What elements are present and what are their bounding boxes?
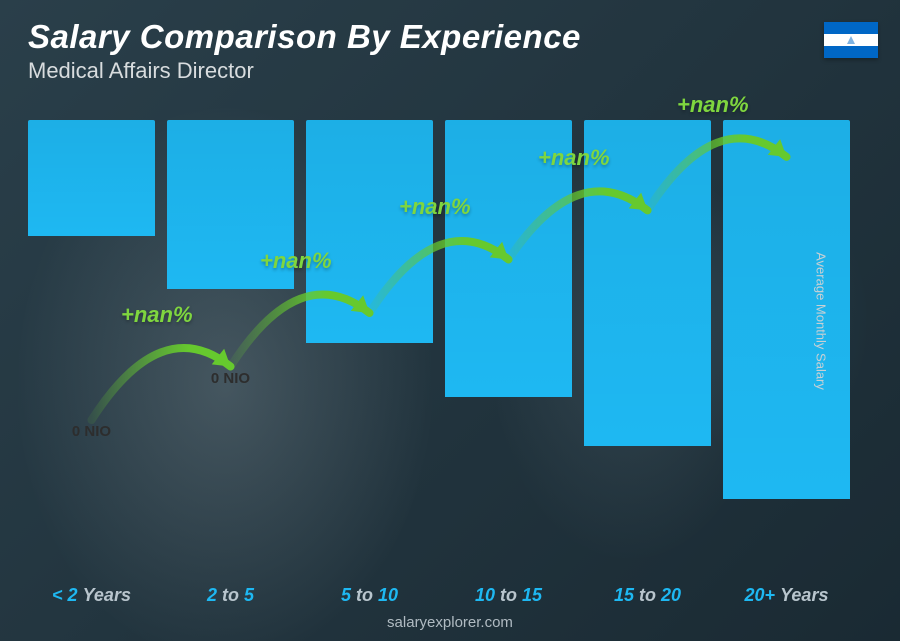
flag-stripe-top — [824, 22, 878, 34]
flag-stripe-bottom — [824, 46, 878, 58]
growth-arc-label: +nan% — [121, 302, 193, 328]
flag-stripe-middle — [824, 34, 878, 46]
chart-container: Salary Comparison By Experience Medical … — [0, 0, 900, 641]
flag-icon — [824, 22, 878, 58]
growth-arc-label: +nan% — [538, 145, 610, 171]
growth-arc-label: +nan% — [260, 248, 332, 274]
chart-subtitle: Medical Affairs Director — [28, 58, 581, 84]
growth-arc-label: +nan% — [399, 194, 471, 220]
growth-arc-label: +nan% — [677, 92, 749, 118]
chart-title: Salary Comparison By Experience — [28, 18, 581, 56]
flag-emblem — [847, 36, 855, 44]
header: Salary Comparison By Experience Medical … — [28, 18, 581, 84]
